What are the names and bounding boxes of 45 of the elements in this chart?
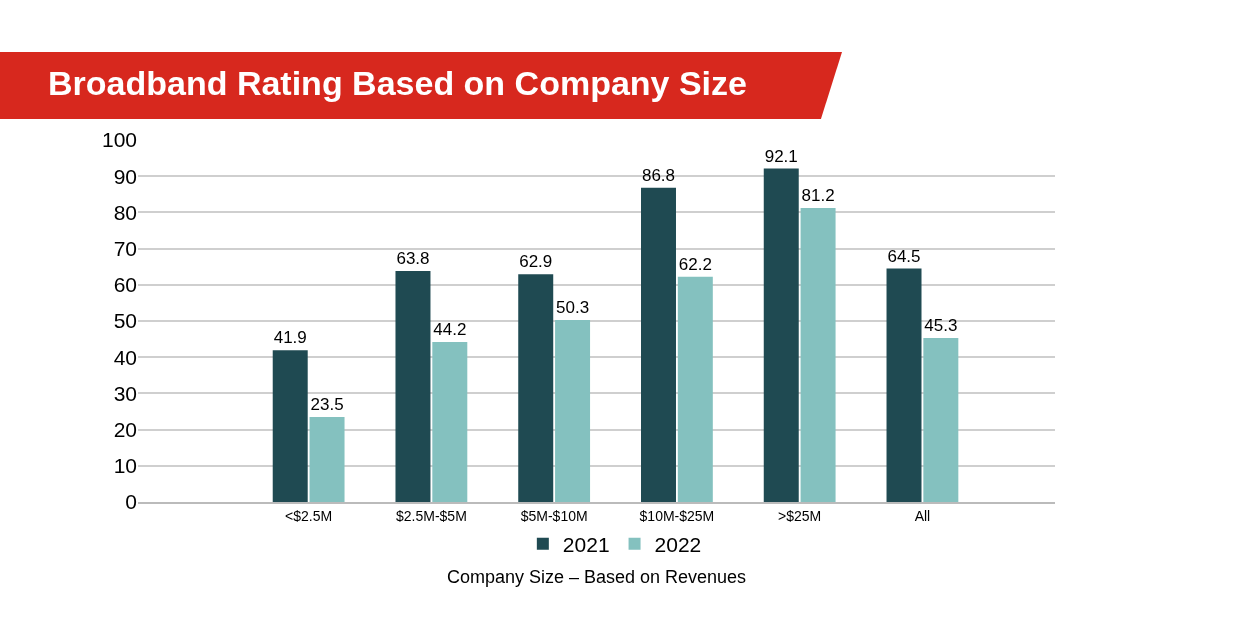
x-tick-label: <$2.5M <box>285 507 333 524</box>
x-tick-label: All <box>914 507 931 524</box>
bar <box>395 271 431 502</box>
y-tick-label: 0 <box>125 490 137 514</box>
bar <box>641 187 676 502</box>
x-tick-label: $2.5M-$5M <box>395 507 467 524</box>
bar <box>886 268 922 502</box>
y-tick-label: 10 <box>113 454 137 478</box>
data-label: 41.9 <box>273 328 307 348</box>
x-tick-label: $5M-$10M <box>520 507 588 524</box>
bar <box>800 208 836 502</box>
y-tick-label: 100 <box>101 128 137 152</box>
bar <box>923 338 959 502</box>
y-tick-label: 20 <box>113 417 137 441</box>
y-tick-label: 60 <box>113 273 137 297</box>
data-label: 23.5 <box>310 394 344 414</box>
bar <box>518 274 554 502</box>
data-label: 62.9 <box>519 252 553 272</box>
bar <box>555 319 591 502</box>
legend-label: 2022 <box>654 533 702 557</box>
x-tick-label: >$25M <box>778 507 822 524</box>
data-label: 62.2 <box>678 254 712 274</box>
x-tick-label: $10M-$25M <box>639 507 715 524</box>
y-tick-label: 80 <box>113 200 137 224</box>
bar <box>272 350 308 502</box>
bar <box>677 276 713 502</box>
chart-title: Broadband Rating Based on Company Size <box>48 64 747 103</box>
data-label: 45.3 <box>924 316 958 336</box>
legend-label: 2021 <box>562 533 610 557</box>
bar <box>432 342 468 502</box>
data-label: 64.5 <box>887 246 921 266</box>
y-tick-label: 90 <box>113 164 137 188</box>
y-tick-label: 70 <box>113 236 137 260</box>
data-label: 92.1 <box>764 146 798 166</box>
x-axis-title: Company Size – Based on Revenues <box>446 567 747 588</box>
y-tick-label: 30 <box>113 381 137 405</box>
data-label: 81.2 <box>801 186 835 206</box>
data-label: 63.8 <box>396 249 430 269</box>
bar <box>309 416 345 502</box>
y-tick-label: 50 <box>113 309 137 333</box>
bar <box>763 168 799 502</box>
data-label: 44.2 <box>433 320 467 339</box>
y-tick-label: 40 <box>113 345 137 369</box>
data-label: 86.8 <box>641 165 676 185</box>
data-label: 50.3 <box>556 297 590 317</box>
